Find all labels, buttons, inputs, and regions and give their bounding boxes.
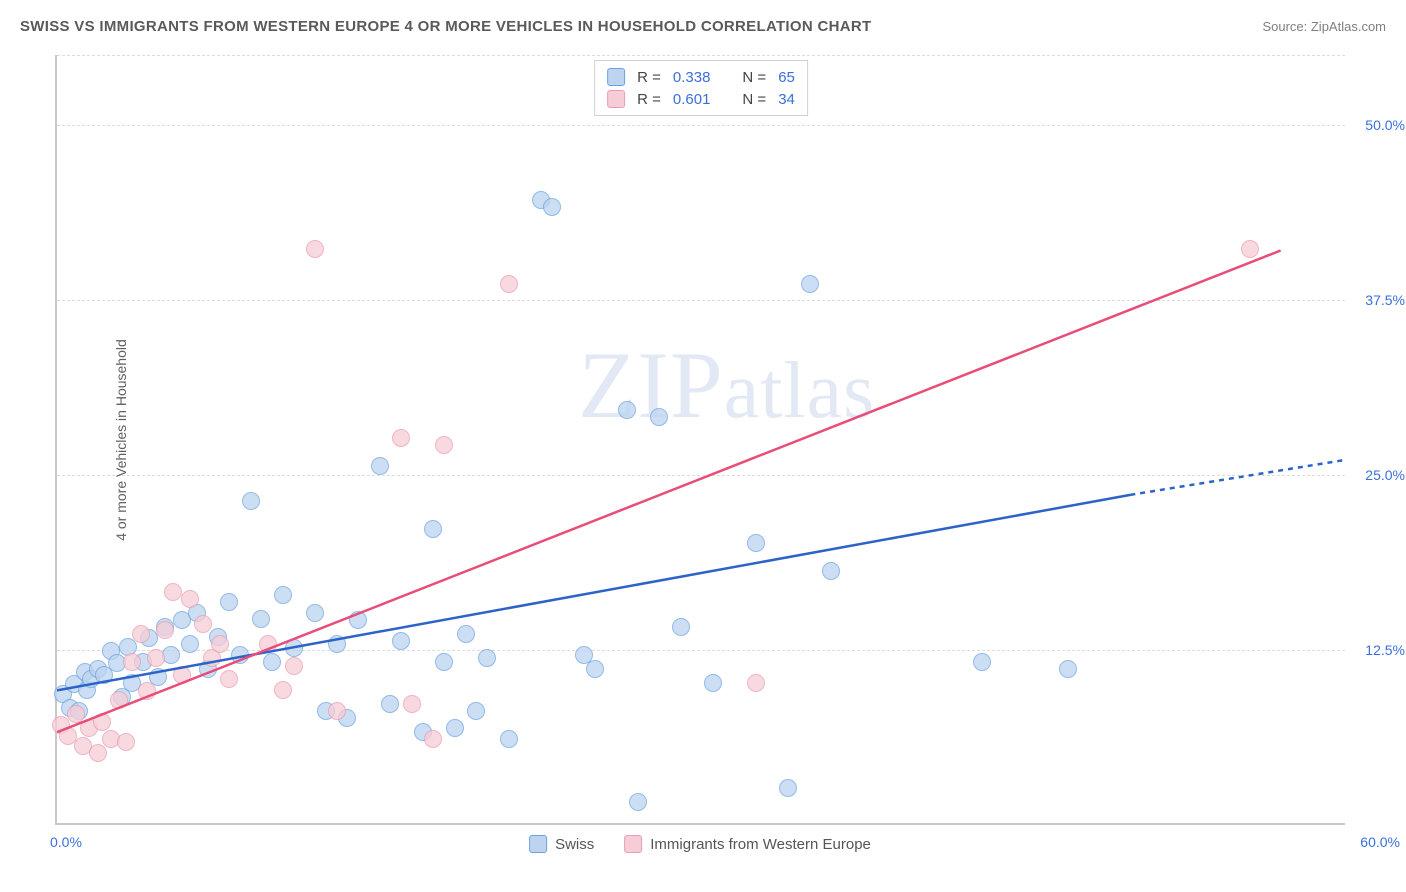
data-point bbox=[89, 744, 107, 762]
legend-swatch-series-1 bbox=[529, 835, 547, 853]
data-point bbox=[1059, 660, 1077, 678]
legend-swatch-2 bbox=[607, 90, 625, 108]
gridline bbox=[57, 125, 1345, 126]
data-point bbox=[435, 653, 453, 671]
data-point bbox=[252, 610, 270, 628]
data-point bbox=[747, 534, 765, 552]
data-point bbox=[328, 635, 346, 653]
data-point bbox=[392, 429, 410, 447]
data-point bbox=[618, 401, 636, 419]
data-point bbox=[194, 615, 212, 633]
data-point bbox=[704, 674, 722, 692]
legend-swatch-series-2 bbox=[624, 835, 642, 853]
legend-item-1: Swiss bbox=[529, 835, 594, 853]
data-point bbox=[117, 733, 135, 751]
y-tick-label: 50.0% bbox=[1365, 117, 1405, 133]
data-point bbox=[263, 653, 281, 671]
data-point bbox=[973, 653, 991, 671]
legend-stats: R = 0.338 N = 65 R = 0.601 N = 34 bbox=[594, 60, 808, 116]
data-point bbox=[93, 713, 111, 731]
gridline bbox=[57, 300, 1345, 301]
gridline bbox=[57, 55, 1345, 56]
data-point bbox=[822, 562, 840, 580]
data-point bbox=[231, 646, 249, 664]
chart-title: SWISS VS IMMIGRANTS FROM WESTERN EUROPE … bbox=[20, 18, 871, 35]
chart-header: SWISS VS IMMIGRANTS FROM WESTERN EUROPE … bbox=[20, 18, 1386, 35]
data-point bbox=[424, 520, 442, 538]
data-point bbox=[181, 590, 199, 608]
data-point bbox=[650, 408, 668, 426]
y-tick-label: 25.0% bbox=[1365, 467, 1405, 483]
data-point bbox=[403, 695, 421, 713]
data-point bbox=[181, 635, 199, 653]
legend-series: Swiss Immigrants from Western Europe bbox=[529, 835, 871, 853]
data-point bbox=[242, 492, 260, 510]
data-point bbox=[672, 618, 690, 636]
data-point bbox=[147, 649, 165, 667]
data-point bbox=[586, 660, 604, 678]
data-point bbox=[123, 653, 141, 671]
gridline bbox=[57, 475, 1345, 476]
data-point bbox=[381, 695, 399, 713]
data-point bbox=[629, 793, 647, 811]
data-point bbox=[285, 639, 303, 657]
data-point bbox=[259, 635, 277, 653]
data-point bbox=[110, 691, 128, 709]
x-tick-min: 0.0% bbox=[50, 834, 82, 850]
y-tick-label: 12.5% bbox=[1365, 642, 1405, 658]
data-point bbox=[424, 730, 442, 748]
data-point bbox=[435, 436, 453, 454]
data-point bbox=[543, 198, 561, 216]
data-point bbox=[306, 604, 324, 622]
data-point bbox=[457, 625, 475, 643]
data-point bbox=[801, 275, 819, 293]
plot-region: ZIPatlas R = 0.338 N = 65 R = 0.601 N = … bbox=[55, 55, 1345, 825]
data-point bbox=[220, 670, 238, 688]
data-point bbox=[274, 586, 292, 604]
y-tick-label: 37.5% bbox=[1365, 292, 1405, 308]
legend-item-2: Immigrants from Western Europe bbox=[624, 835, 871, 853]
data-point bbox=[478, 649, 496, 667]
data-point bbox=[500, 275, 518, 293]
data-point bbox=[156, 621, 174, 639]
watermark: ZIPatlas bbox=[578, 330, 875, 440]
x-tick-max: 60.0% bbox=[1360, 834, 1400, 850]
data-point bbox=[446, 719, 464, 737]
data-point bbox=[467, 702, 485, 720]
data-point bbox=[328, 702, 346, 720]
data-point bbox=[220, 593, 238, 611]
data-point bbox=[132, 625, 150, 643]
data-point bbox=[138, 682, 156, 700]
data-point bbox=[1241, 240, 1259, 258]
legend-label-1: Swiss bbox=[555, 836, 594, 853]
y-axis-label: 4 or more Vehicles in Household bbox=[113, 339, 129, 541]
data-point bbox=[306, 240, 324, 258]
legend-label-2: Immigrants from Western Europe bbox=[650, 836, 871, 853]
data-point bbox=[274, 681, 292, 699]
data-point bbox=[747, 674, 765, 692]
data-point bbox=[164, 583, 182, 601]
chart-area: ZIPatlas R = 0.338 N = 65 R = 0.601 N = … bbox=[55, 55, 1345, 825]
data-point bbox=[500, 730, 518, 748]
legend-stats-row-2: R = 0.601 N = 34 bbox=[607, 88, 795, 110]
legend-stats-row-1: R = 0.338 N = 65 bbox=[607, 66, 795, 88]
legend-swatch-1 bbox=[607, 68, 625, 86]
data-point bbox=[779, 779, 797, 797]
data-point bbox=[371, 457, 389, 475]
data-point bbox=[349, 611, 367, 629]
data-point bbox=[285, 657, 303, 675]
data-point bbox=[173, 666, 191, 684]
data-point bbox=[211, 635, 229, 653]
regression-lines bbox=[57, 55, 1345, 823]
data-point bbox=[392, 632, 410, 650]
source-label: Source: ZipAtlas.com bbox=[1262, 19, 1386, 34]
gridline bbox=[57, 650, 1345, 651]
